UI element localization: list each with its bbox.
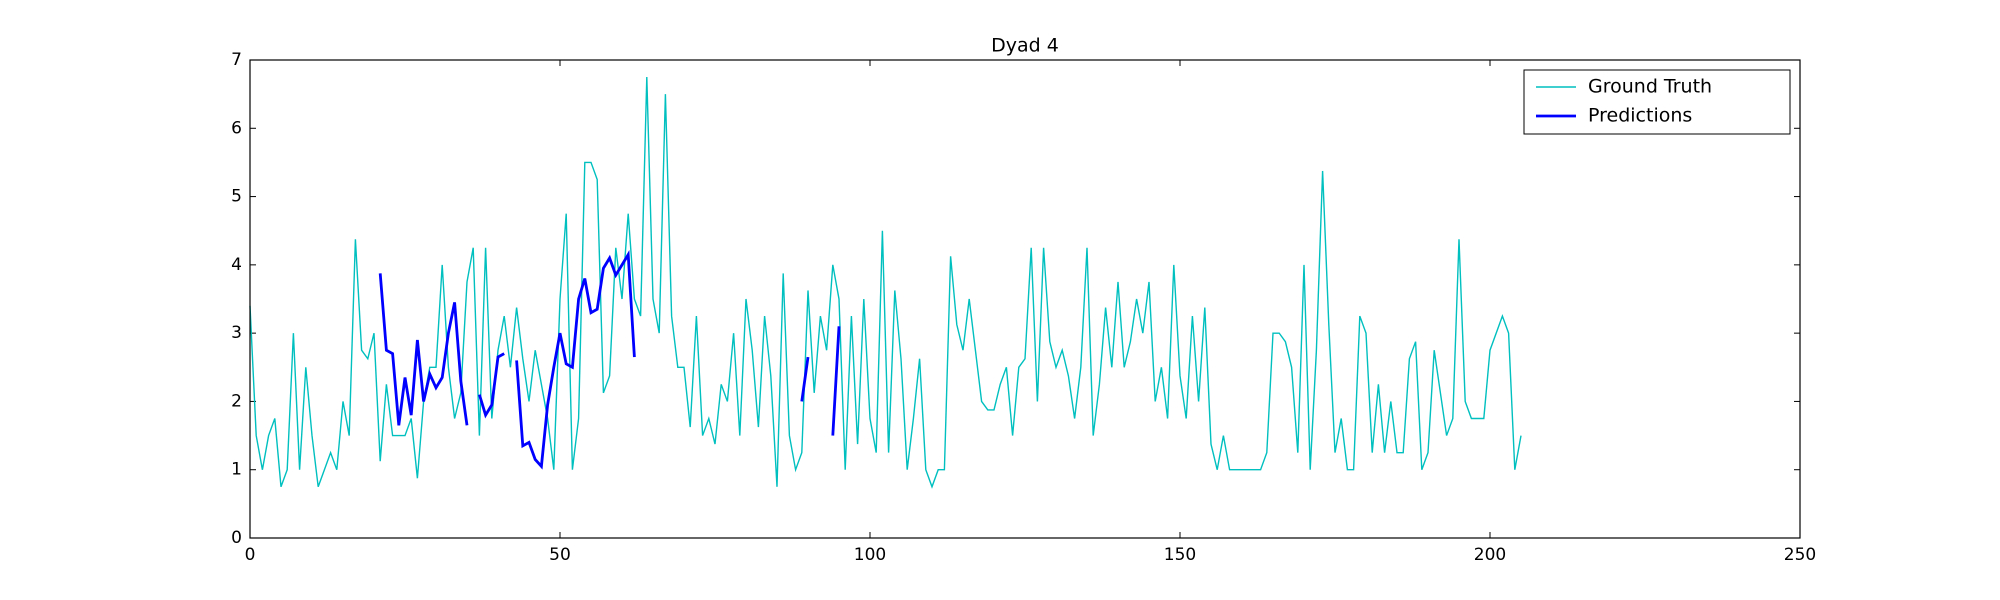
x-tick-label: 250 (1784, 545, 1816, 565)
x-tick-label: 150 (1164, 545, 1196, 565)
x-tick-label: 50 (549, 545, 571, 565)
x-tick-label: 0 (245, 545, 256, 565)
y-tick-label: 4 (231, 255, 242, 275)
plot-frame (249, 59, 1801, 539)
x-tick-label: 100 (854, 545, 886, 565)
legend-label: Ground Truth (1588, 76, 1712, 98)
y-tick-label: 3 (231, 323, 242, 343)
y-tick-label: 5 (231, 187, 242, 207)
x-tick-label: 200 (1474, 545, 1506, 565)
y-tick-label: 0 (231, 528, 242, 548)
chart-title: Dyad 4 (991, 35, 1059, 57)
y-tick-label: 7 (231, 50, 242, 70)
legend-label: Predictions (1588, 105, 1692, 127)
y-tick-label: 1 (231, 460, 242, 480)
legend-box (1523, 69, 1791, 135)
y-tick-label: 6 (231, 118, 242, 138)
y-tick-label: 2 (231, 391, 242, 411)
series-line (378, 250, 841, 470)
series-line (249, 77, 1522, 489)
